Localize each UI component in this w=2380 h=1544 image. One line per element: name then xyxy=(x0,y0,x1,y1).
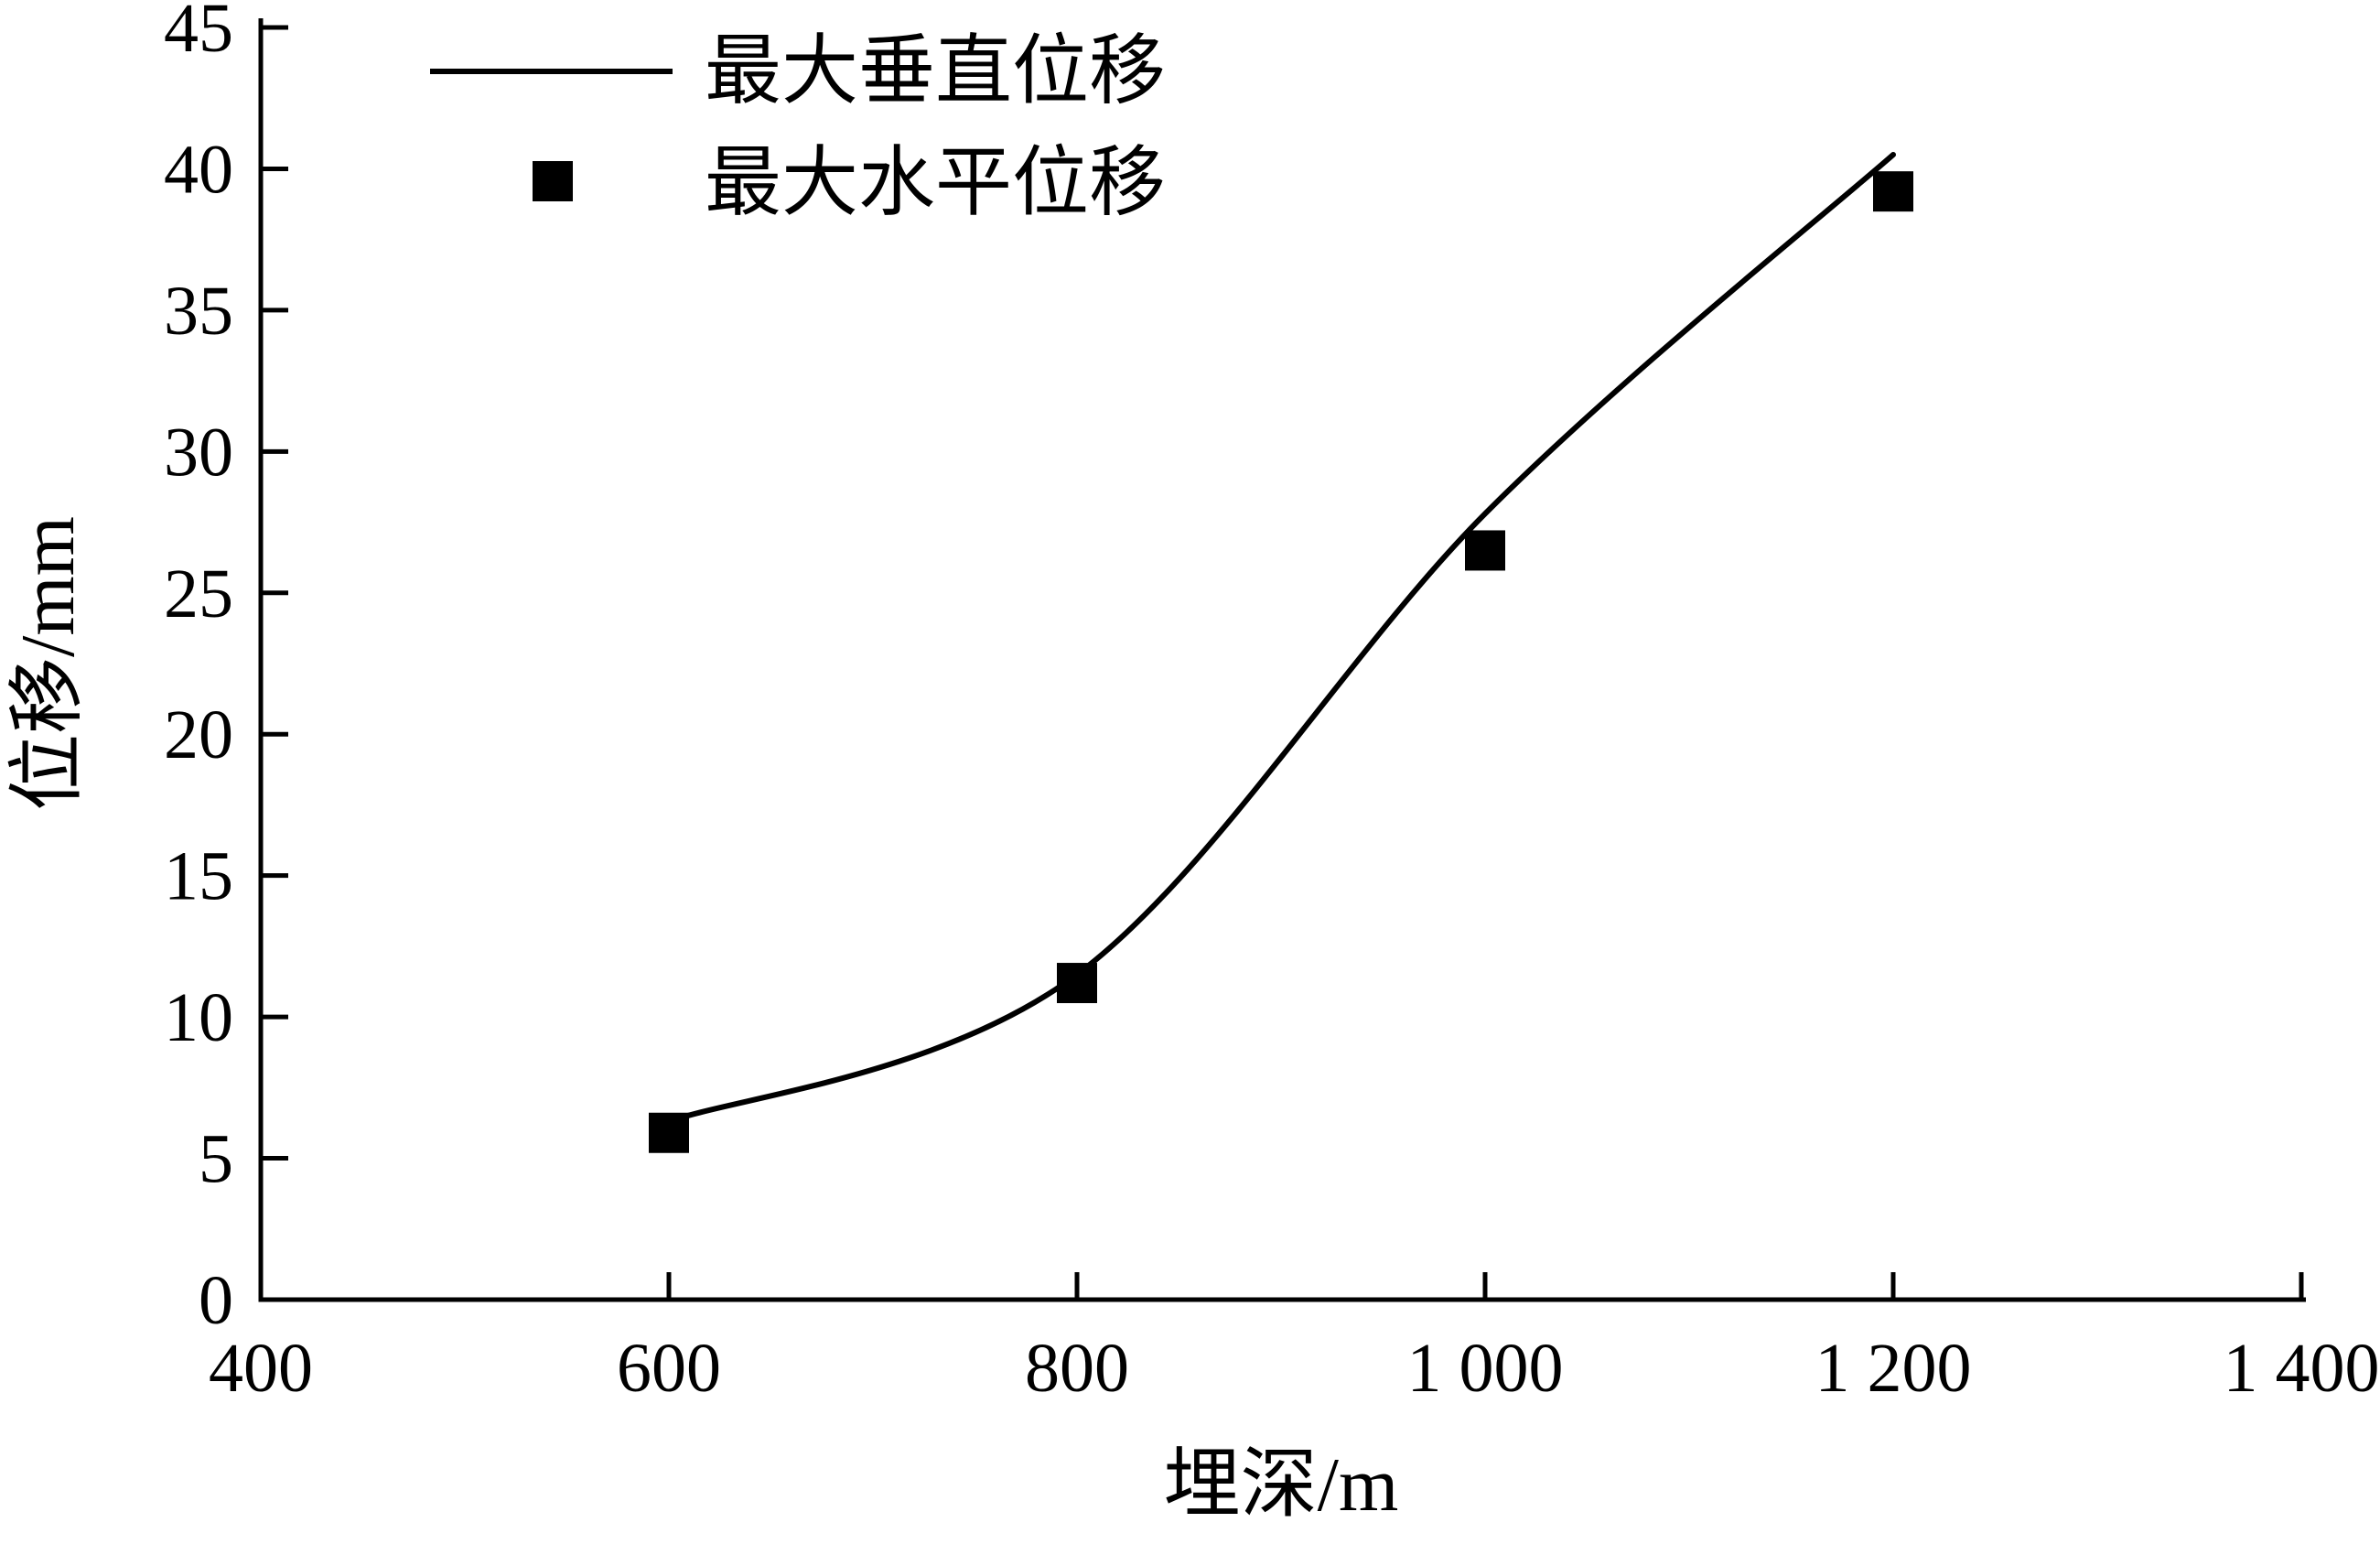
y-tick-label: 40 xyxy=(164,131,233,208)
legend-label-vertical-displacement: 最大垂直位移 xyxy=(705,29,1166,114)
scatter-marker-max-horizontal-displacement xyxy=(1465,530,1505,571)
series-line-max-vertical-displacement xyxy=(666,152,1896,1125)
plot-area: 0 5 10 15 20 25 30 35 40 45 400 600 800 1 000 1 200 1 4… xyxy=(164,0,2380,1407)
y-tick-label: 5 xyxy=(199,1121,233,1198)
legend-square-marker-sample xyxy=(533,161,573,201)
x-tick-label: 1 400 xyxy=(2224,1330,2380,1407)
y-tick-label: 25 xyxy=(164,556,233,632)
y-tick-label: 20 xyxy=(164,696,233,773)
y-axis-label: 位移/mm xyxy=(5,516,91,811)
y-tick-label: 0 xyxy=(199,1262,233,1339)
y-tick-label: 10 xyxy=(164,979,233,1056)
y-tick-label: 35 xyxy=(164,273,233,350)
scatter-marker-max-horizontal-displacement xyxy=(1057,963,1097,1004)
axes-spines xyxy=(258,18,2306,1302)
x-axis-label: 埋深/m xyxy=(1164,1442,1399,1528)
y-tick-label: 45 xyxy=(164,0,233,67)
y-tick-label: 15 xyxy=(164,838,233,915)
x-tick-label: 1 200 xyxy=(1815,1330,1972,1407)
scatter-marker-max-horizontal-displacement xyxy=(1873,171,1913,212)
x-tick-label: 600 xyxy=(617,1330,721,1407)
x-tick-label: 800 xyxy=(1025,1330,1129,1407)
x-tick-label: 1 000 xyxy=(1407,1330,1564,1407)
y-tick-label: 30 xyxy=(164,414,233,491)
x-tick-label: 400 xyxy=(209,1330,313,1407)
legend: 最大垂直位移 最大水平位移 xyxy=(430,29,1166,226)
scatter-marker-max-horizontal-displacement xyxy=(649,1112,689,1153)
legend-label-horizontal-displacement: 最大水平位移 xyxy=(705,141,1166,226)
